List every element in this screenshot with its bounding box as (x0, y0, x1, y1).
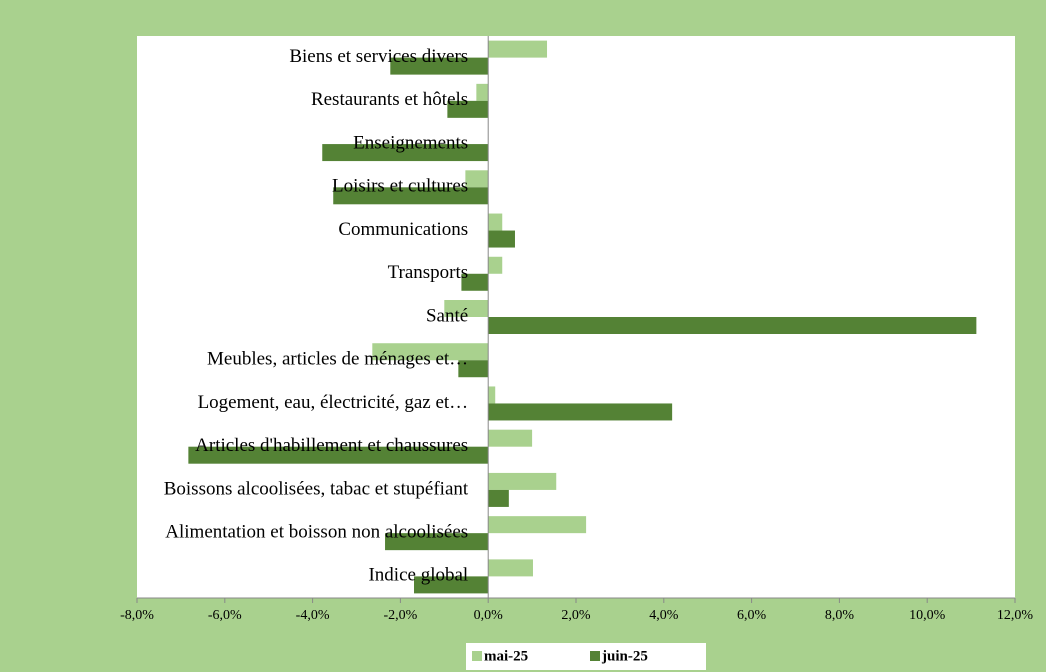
x-tick-label: 12,0% (997, 608, 1034, 623)
bar (390, 57, 489, 75)
bar (488, 386, 496, 404)
x-tick-label: -4,0% (296, 608, 330, 623)
x-tick-label: 0,0% (474, 608, 504, 623)
y-tick-label: Loisirs et cultures (332, 176, 468, 197)
bar (488, 317, 977, 334)
bar (488, 472, 557, 490)
bar (414, 576, 489, 594)
y-tick-label: Alimentation et boisson non alcoolisées (165, 522, 468, 543)
x-tick-label: 6,0% (737, 608, 767, 623)
legend-swatch (590, 651, 600, 661)
legend-swatch (472, 651, 482, 661)
bar (488, 489, 509, 507)
legend-label: juin-25 (601, 648, 648, 664)
x-tick-label: -2,0% (383, 608, 417, 623)
y-tick-label: Logement, eau, électricité, gaz et… (198, 392, 469, 413)
bar (385, 533, 489, 551)
x-tick-label: 10,0% (909, 608, 946, 623)
bar (333, 187, 489, 205)
y-tick-label: Indice global (368, 565, 468, 586)
y-tick-label: Santé (426, 305, 468, 326)
x-tick-label: 8,0% (825, 608, 855, 623)
bar (461, 273, 489, 291)
bar (488, 230, 515, 248)
x-tick-label: -8,0% (120, 608, 154, 623)
bar (488, 40, 548, 58)
bar (372, 343, 489, 361)
bar (476, 83, 489, 101)
y-tick-label: Biens et services divers (289, 46, 468, 67)
y-tick-label: Communications (338, 219, 468, 240)
bar (488, 559, 533, 577)
y-tick-label: Restaurants et hôtels (311, 89, 468, 110)
legend-label: mai-25 (484, 648, 528, 664)
x-tick-label: 2,0% (561, 608, 591, 623)
bar (458, 360, 489, 378)
y-tick-label: Transports (388, 262, 469, 283)
bar (188, 446, 489, 464)
bar (488, 256, 503, 274)
bar (488, 429, 533, 447)
y-tick-label: Articles d'habillement et chaussures (195, 435, 468, 456)
bar (488, 516, 587, 534)
y-tick-label: Boissons alcoolisées, tabac et stupéfian… (164, 478, 469, 499)
x-tick-label: -6,0% (208, 608, 242, 623)
bar (465, 170, 489, 188)
bar (444, 300, 489, 317)
y-tick-label: Meubles, articles de ménages et… (207, 349, 468, 370)
bar (447, 100, 489, 118)
bar (488, 213, 503, 231)
bar (322, 144, 489, 162)
x-tick-label: 4,0% (649, 608, 679, 623)
bar (488, 403, 673, 421)
legend (466, 643, 706, 670)
y-tick-label: Enseignements (353, 132, 468, 153)
